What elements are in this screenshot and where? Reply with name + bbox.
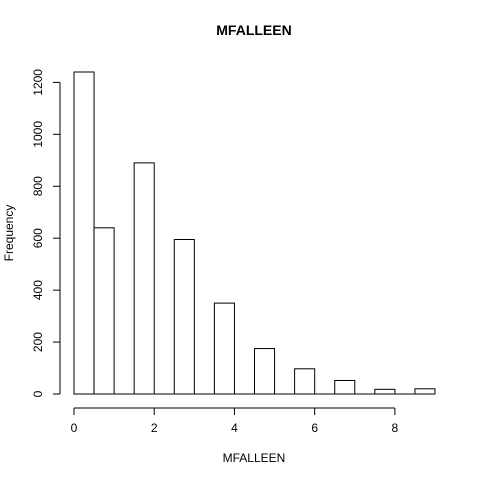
- x-tick-label: 6: [311, 421, 318, 435]
- x-tick-label: 2: [151, 421, 158, 435]
- histogram-bar: [414, 388, 436, 395]
- y-tick-label: 800: [31, 176, 45, 196]
- y-tick-label: 1000: [31, 121, 45, 148]
- histogram-bar: [294, 368, 316, 395]
- y-tick-label: 600: [31, 228, 45, 248]
- y-tick-label: 0: [31, 390, 45, 397]
- histogram-bar: [73, 71, 95, 395]
- y-axis-label: Frequency: [2, 205, 16, 262]
- x-tick-label: 4: [231, 421, 238, 435]
- bars-group: [73, 71, 436, 395]
- x-axis: 0 2 4 6 8: [71, 407, 399, 435]
- y-axis: 0 200 400 600 800 1000 1200: [31, 69, 61, 397]
- x-tick-label: 8: [392, 421, 399, 435]
- histogram-bar: [334, 379, 356, 395]
- x-tick-label: 0: [71, 421, 78, 435]
- histogram-bar: [173, 238, 195, 395]
- y-tick-label: 200: [31, 332, 45, 352]
- histogram-bar: [133, 162, 155, 395]
- histogram-bar: [213, 302, 235, 395]
- histogram-bar: [254, 348, 276, 395]
- y-tick-label: 400: [31, 280, 45, 300]
- histogram-bar: [93, 227, 115, 395]
- histogram-bar: [374, 388, 396, 395]
- x-axis-label: MFALLEEN: [223, 451, 286, 465]
- y-tick-label: 1200: [31, 69, 45, 96]
- chart-title: MFALLEEN: [216, 22, 291, 38]
